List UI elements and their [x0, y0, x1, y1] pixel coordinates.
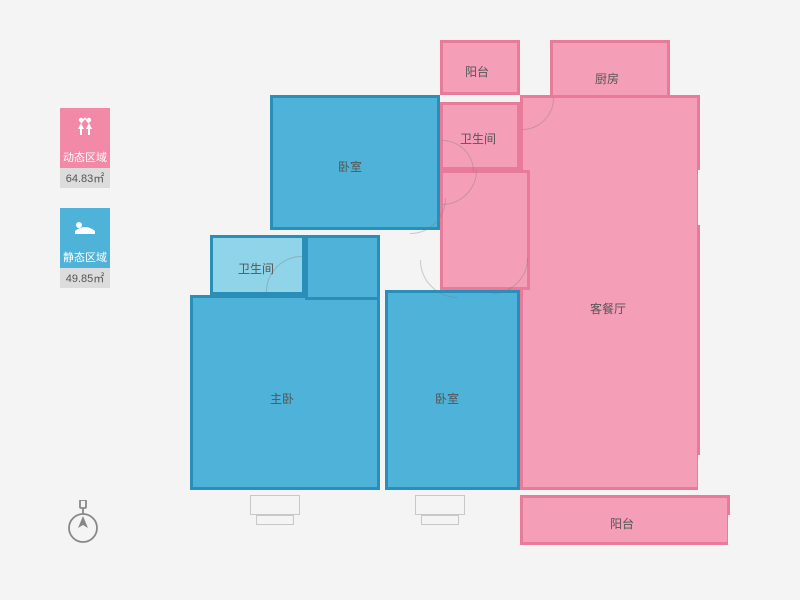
zone-legend: 动态区域 64.83㎡ 静态区域 49.85㎡ — [55, 108, 115, 308]
people-icon — [60, 108, 110, 146]
wall-opening — [728, 515, 738, 545]
room-master-ext — [305, 235, 380, 300]
legend-dynamic: 动态区域 64.83㎡ — [55, 108, 115, 188]
room-master — [190, 295, 380, 490]
compass-icon — [66, 500, 100, 549]
legend-static: 静态区域 49.85㎡ — [55, 208, 115, 288]
room-living — [520, 95, 700, 490]
room-living-ext — [440, 170, 530, 290]
legend-dynamic-title: 动态区域 — [60, 146, 110, 168]
wall-opening — [698, 455, 708, 495]
step — [415, 495, 465, 515]
legend-dynamic-value: 64.83㎡ — [60, 168, 110, 188]
room-bath-mid — [210, 235, 305, 295]
room-balcony-top — [440, 40, 520, 95]
legend-static-value: 49.85㎡ — [60, 268, 110, 288]
wall-opening — [698, 170, 708, 225]
floor-plan: 阳台厨房卫生间客餐厅阳台卧室卫生间主卧卧室 — [190, 40, 730, 560]
step — [421, 515, 459, 525]
step — [256, 515, 294, 525]
sleep-icon — [60, 208, 110, 246]
room-bath-top — [440, 102, 520, 170]
room-balcony-bot — [520, 495, 730, 545]
room-bedroom-top — [270, 95, 440, 230]
legend-static-title: 静态区域 — [60, 246, 110, 268]
step — [250, 495, 300, 515]
room-bedroom-bot — [385, 290, 520, 490]
